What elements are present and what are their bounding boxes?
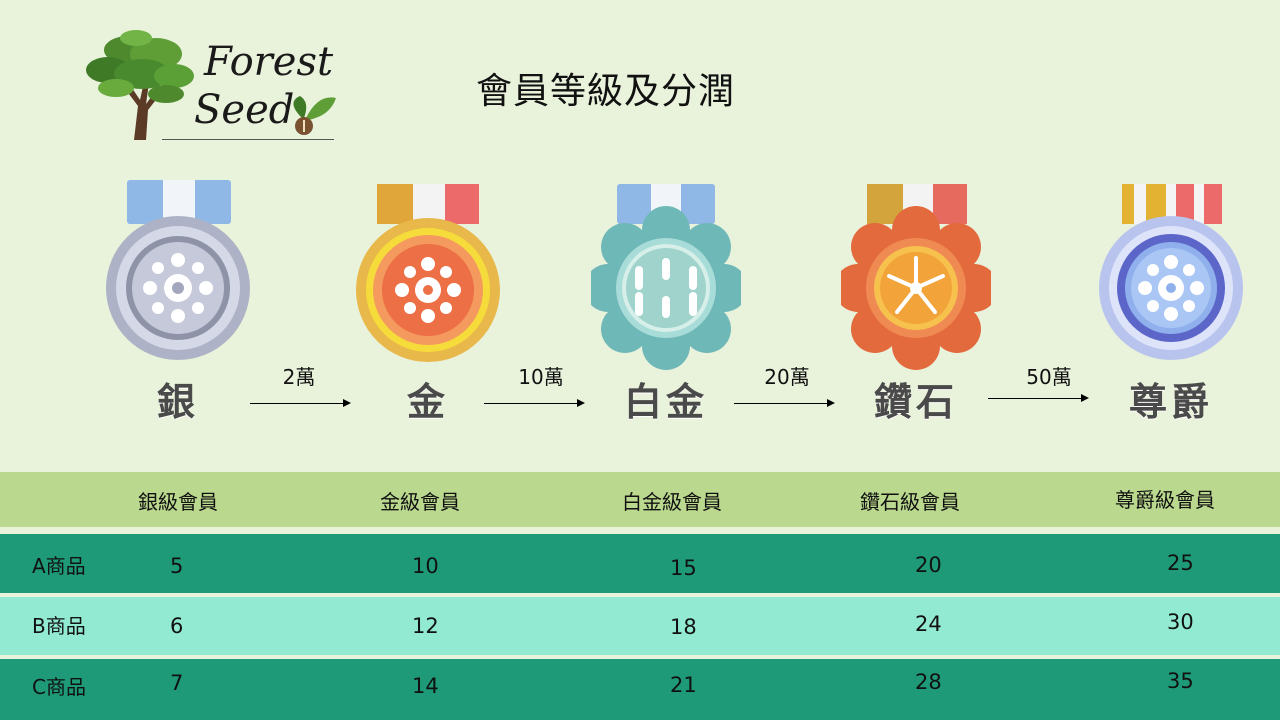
- table-cell: 28: [915, 670, 942, 694]
- table-cell: 14: [412, 674, 439, 698]
- tier-label-platinum: 白金: [623, 380, 708, 424]
- header-cell: 尊爵級會員: [1115, 488, 1215, 512]
- header-cell: 銀級會員: [138, 490, 218, 514]
- logo-text-forest: Forest: [204, 39, 334, 85]
- arrow-line: [734, 403, 828, 404]
- tree-icon: [86, 30, 194, 140]
- table-cell: 10: [412, 554, 439, 578]
- table-cell: 7: [170, 671, 184, 695]
- table-cell: 15: [670, 556, 697, 580]
- table-row: A商品 5 10 15 20 25: [0, 534, 1280, 593]
- silver-medal-icon: [103, 180, 253, 370]
- table-cell: 12: [412, 614, 439, 638]
- logo-underline: [162, 139, 334, 140]
- table-cell: 35: [1167, 669, 1194, 693]
- seed-sprout-icon: [293, 96, 336, 135]
- threshold-label: 50萬: [1026, 365, 1072, 389]
- table-row: C商品 7 14 21 28 35: [0, 659, 1280, 720]
- threshold-label: 20萬: [764, 365, 810, 389]
- arrow-head-icon: [577, 399, 585, 407]
- table-cell: 18: [670, 615, 697, 639]
- arrow-head-icon: [343, 399, 351, 407]
- table-cell: 24: [915, 612, 942, 636]
- arrow-head-icon: [827, 399, 835, 407]
- forest-seed-logo: Forest Seed: [86, 28, 338, 146]
- table-cell: 25: [1167, 551, 1194, 575]
- tier-label-diamond: 鑽石: [873, 380, 958, 424]
- noble-medal-icon: [1096, 180, 1246, 370]
- arrow-head-icon: [1081, 394, 1089, 402]
- header-cell: 金級會員: [380, 490, 460, 514]
- row-label: A商品: [32, 554, 86, 578]
- table-cell: 5: [170, 554, 184, 578]
- header-cell: 鑽石級會員: [860, 490, 960, 514]
- page-title: 會員等級及分潤: [476, 71, 736, 112]
- arrow-line: [988, 398, 1082, 399]
- table-row: B商品 6 12 18 24 30: [0, 597, 1280, 655]
- row-label: C商品: [32, 675, 86, 699]
- table-cell: 20: [915, 553, 942, 577]
- table-cell: 30: [1167, 610, 1194, 634]
- arrow-line: [250, 403, 344, 404]
- row-label: B商品: [32, 614, 86, 638]
- threshold-label: 2萬: [282, 365, 316, 389]
- table-cell: 6: [170, 614, 184, 638]
- table-cell: 21: [670, 673, 697, 697]
- tier-label-gold: 金: [406, 380, 449, 424]
- tier-label-silver: 銀: [156, 380, 199, 424]
- threshold-label: 10萬: [518, 365, 564, 389]
- tier-label-noble: 尊爵: [1128, 380, 1213, 424]
- header-cell: 白金級會員: [622, 490, 722, 514]
- arrow-line: [484, 403, 578, 404]
- logo-text-seed: Seed: [194, 87, 295, 133]
- platinum-medal-icon: [584, 180, 748, 370]
- gold-medal-icon: [353, 180, 503, 370]
- table-header-row: 銀級會員 金級會員 白金級會員 鑽石級會員 尊爵級會員: [0, 472, 1280, 527]
- diamond-medal-icon: [834, 180, 998, 370]
